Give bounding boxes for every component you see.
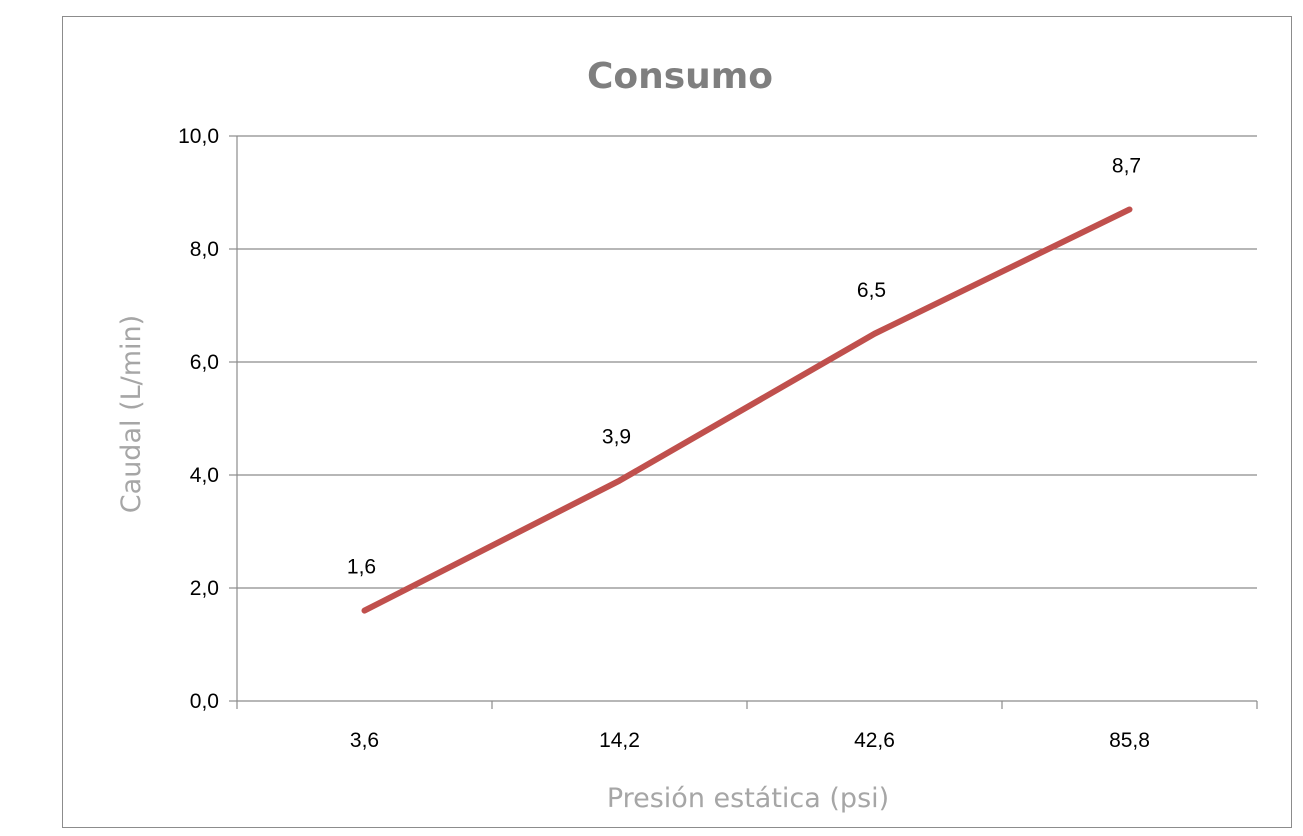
y-tick-label: 8,0 (190, 238, 219, 261)
data-label: 8,7 (1112, 154, 1141, 177)
y-axis-title: Caudal (L/min) (116, 315, 147, 513)
axes: 0,0 2,0 4,0 6,0 8,0 10,0 3,6 14,2 42,6 85,8 (178, 125, 1258, 752)
y-tick-label: 6,0 (190, 351, 219, 374)
chart-frame (62, 16, 1292, 828)
y-tick-label: 2,0 (190, 577, 219, 600)
series-line (361, 206, 1133, 614)
x-tick-label: 85,8 (1109, 729, 1150, 752)
x-tick-label: 42,6 (854, 729, 895, 752)
chart-title: Consumo (587, 56, 773, 97)
y-tick-label: 4,0 (190, 464, 219, 487)
gridlines (237, 135, 1257, 589)
data-labels: 1,6 3,9 6,5 8,7 (347, 154, 1141, 578)
x-tick-label: 14,2 (599, 729, 640, 752)
series (361, 206, 1133, 614)
data-label: 3,9 (602, 426, 631, 449)
y-tick-label: 0,0 (190, 690, 219, 713)
x-axis-title: Presión estática (psi) (607, 783, 889, 814)
data-label: 1,6 (347, 556, 376, 579)
y-tick-label: 10,0 (178, 125, 219, 148)
x-tick-label: 3,6 (350, 729, 379, 752)
data-label: 6,5 (857, 279, 886, 302)
